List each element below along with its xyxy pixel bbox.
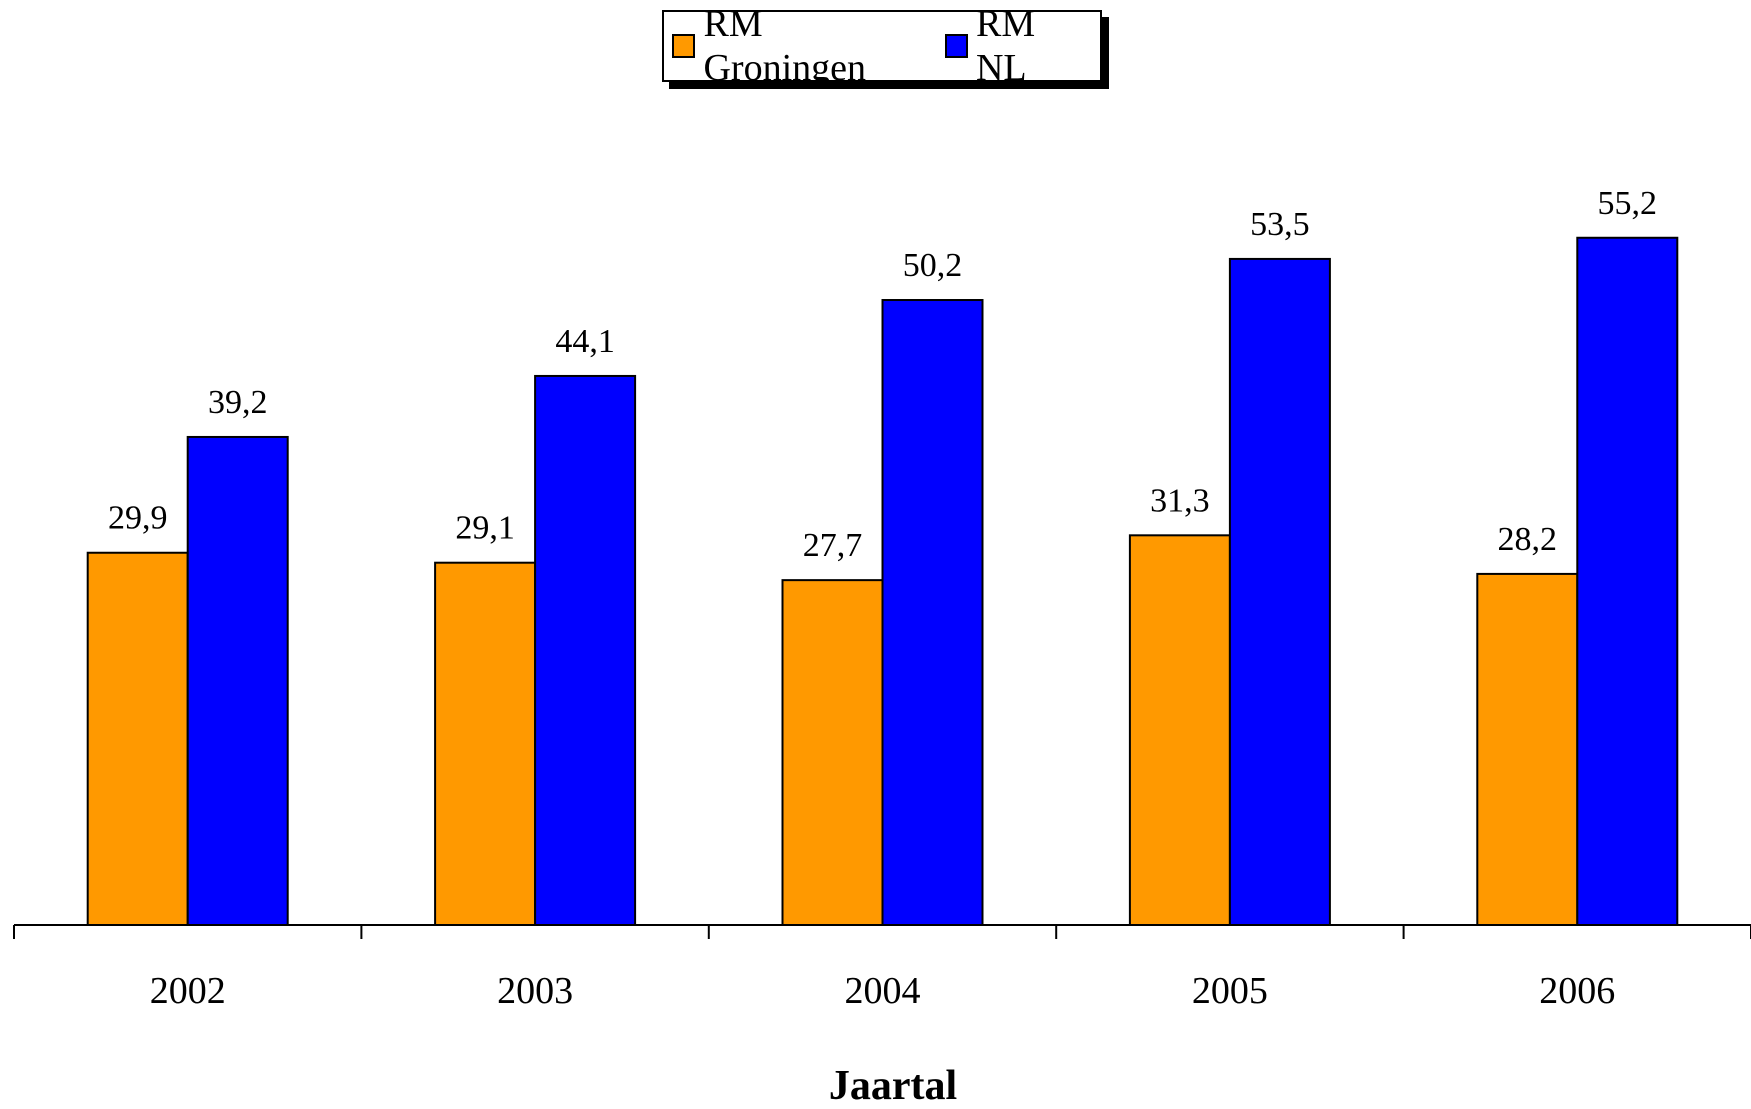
data-label-rm-groningen-2006: 28,2	[1498, 521, 1558, 558]
x-tick-label-2006: 2006	[1539, 970, 1615, 1012]
bar-rm-nl-2006	[1576, 236, 1679, 926]
x-tick-label-2002: 2002	[150, 970, 226, 1012]
data-label-rm-nl-2005: 53,5	[1250, 206, 1310, 243]
bar-rm-nl-2004	[881, 299, 984, 926]
bar-rm-groningen-2002	[86, 551, 189, 926]
bar-rm-nl-2003	[534, 374, 637, 926]
data-label-rm-nl-2002: 39,2	[208, 384, 268, 421]
bar-rm-nl-2002	[186, 435, 289, 926]
bar-rm-groningen-2003	[434, 561, 537, 927]
data-label-rm-groningen-2002: 29,9	[108, 500, 168, 537]
legend-label-rm-groningen: RM Groningen	[703, 3, 866, 89]
legend-swatch-rm-groningen	[672, 34, 696, 58]
data-label-rm-nl-2003: 44,1	[555, 323, 615, 360]
data-label-rm-nl-2004: 50,2	[903, 247, 963, 284]
legend-entry-rm-groningen: RM Groningen	[672, 2, 929, 90]
legend-entry-rm-nl: RM NL	[944, 2, 1092, 90]
legend-swatch-rm-nl	[944, 34, 968, 58]
x-tick-label-2003: 2003	[497, 970, 573, 1012]
x-tick-label-2005: 2005	[1192, 970, 1268, 1012]
bar-rm-nl-2005	[1228, 257, 1331, 926]
legend: RM Groningen RM NL	[662, 3, 1102, 89]
data-label-rm-groningen-2005: 31,3	[1150, 482, 1210, 519]
x-tick-label-2004: 2004	[845, 970, 921, 1012]
x-axis-title: Jaartal	[829, 1063, 957, 1109]
bar-rm-groningen-2005	[1128, 534, 1231, 926]
bar-rm-groningen-2006	[1476, 572, 1579, 926]
data-label-rm-nl-2006: 55,2	[1598, 185, 1658, 222]
data-label-rm-groningen-2004: 27,7	[803, 527, 863, 564]
data-label-rm-groningen-2003: 29,1	[455, 510, 515, 547]
bar-rm-groningen-2004	[781, 579, 884, 926]
legend-label-rm-nl: RM NL	[975, 3, 1036, 89]
